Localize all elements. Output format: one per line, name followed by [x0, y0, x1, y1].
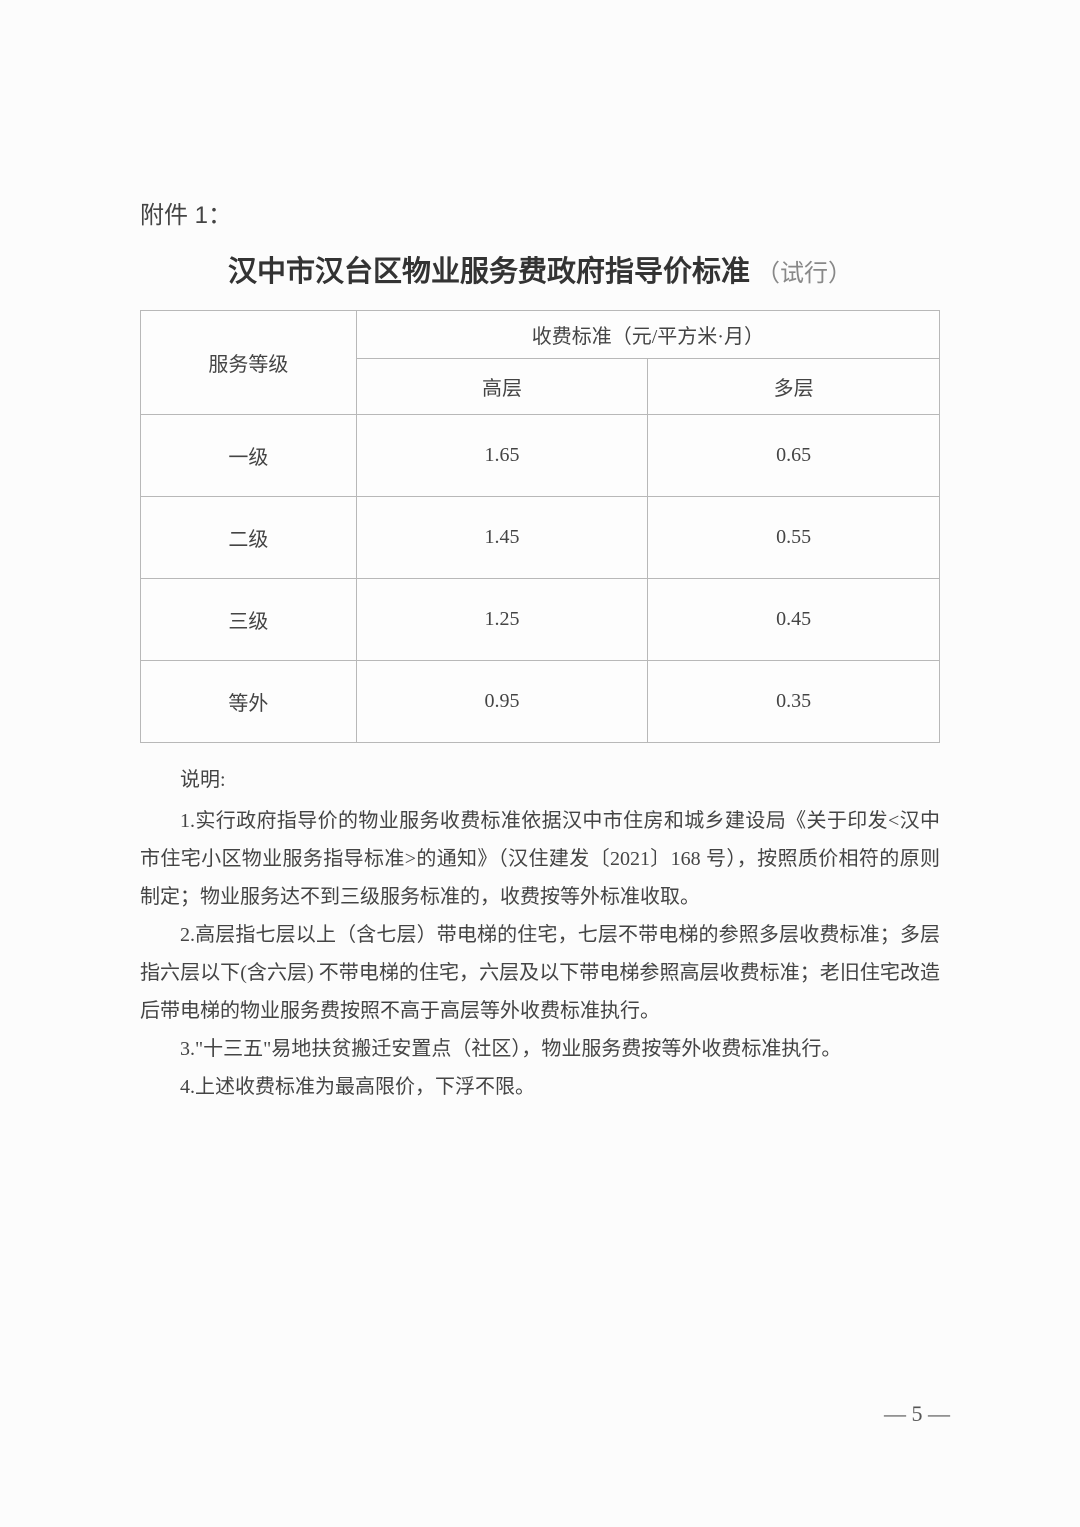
- note-4: 4.上述收费标准为最高限价，下浮不限。: [140, 1068, 940, 1106]
- col-high-rise: 高层: [356, 359, 648, 415]
- cell-level: 三级: [141, 579, 357, 661]
- table-row: 一级 1.65 0.65: [141, 415, 940, 497]
- cell-high: 1.45: [356, 497, 648, 579]
- price-table: 服务等级 收费标准（元/平方米·月） 高层 多层 一级 1.65 0.65 二级…: [140, 310, 940, 743]
- cell-multi: 0.45: [648, 579, 940, 661]
- table-row: 三级 1.25 0.45: [141, 579, 940, 661]
- title-main: 汉中市汉台区物业服务费政府指导价标准: [228, 256, 750, 288]
- notes-section: 1.实行政府指导价的物业服务收费标准依据汉中市住房和城乡建设局《关于印发<汉中市…: [140, 802, 940, 1106]
- note-1: 1.实行政府指导价的物业服务收费标准依据汉中市住房和城乡建设局《关于印发<汉中市…: [140, 802, 940, 916]
- table-header-row: 服务等级 收费标准（元/平方米·月）: [141, 311, 940, 359]
- cell-level: 二级: [141, 497, 357, 579]
- cell-high: 1.65: [356, 415, 648, 497]
- page-title: 汉中市汉台区物业服务费政府指导价标准（试行）: [140, 248, 940, 290]
- col-fee-standard: 收费标准（元/平方米·月）: [356, 311, 939, 359]
- cell-high: 1.25: [356, 579, 648, 661]
- cell-level: 一级: [141, 415, 357, 497]
- table-row: 等外 0.95 0.35: [141, 661, 940, 743]
- note-2: 2.高层指七层以上（含七层）带电梯的住宅，七层不带电梯的参照多层收费标准；多层指…: [140, 916, 940, 1030]
- title-suffix: （试行）: [756, 261, 852, 287]
- cell-high: 0.95: [356, 661, 648, 743]
- cell-level: 等外: [141, 661, 357, 743]
- col-multi-storey: 多层: [648, 359, 940, 415]
- note-3: 3."十三五"易地扶贫搬迁安置点（社区），物业服务费按等外收费标准执行。: [140, 1030, 940, 1068]
- cell-multi: 0.65: [648, 415, 940, 497]
- table-row: 二级 1.45 0.55: [141, 497, 940, 579]
- notes-label: 说明:: [140, 763, 940, 792]
- col-service-level: 服务等级: [141, 311, 357, 415]
- cell-multi: 0.35: [648, 661, 940, 743]
- attachment-label: 附件 1：: [140, 195, 940, 230]
- page-number: — 5 —: [884, 1401, 950, 1427]
- cell-multi: 0.55: [648, 497, 940, 579]
